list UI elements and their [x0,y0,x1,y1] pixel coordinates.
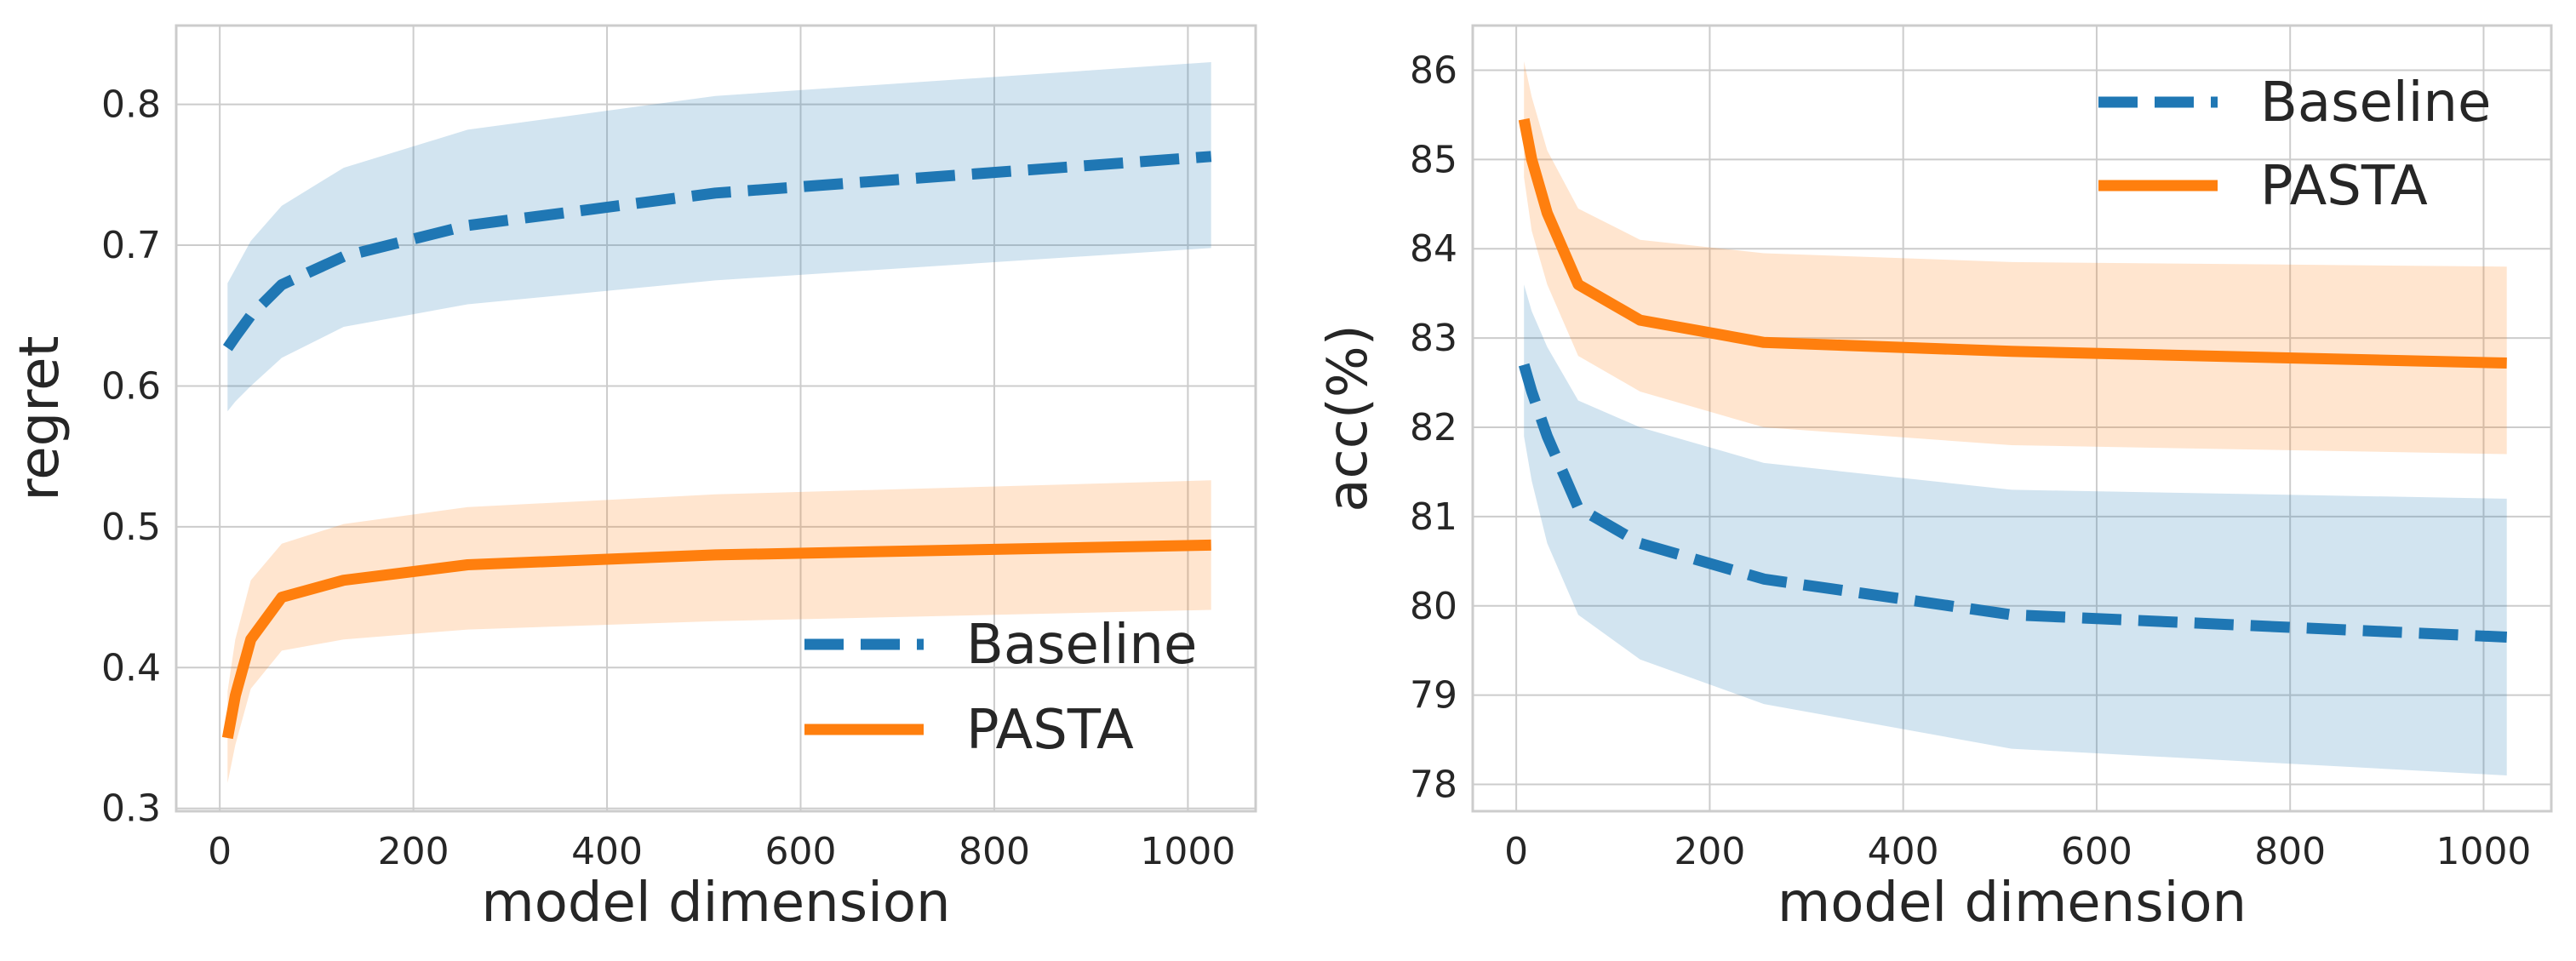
y-tick-label: 0.8 [101,83,161,127]
y-tick-label: 78 [1410,764,1457,807]
legend-label-pasta: PASTA [2260,155,2428,218]
pasta-line [1518,117,2507,369]
pasta-line [221,539,1211,740]
x-tick-label: 200 [1674,830,1745,873]
x-axis-label: model dimension [481,872,950,935]
y-tick-label: 79 [1410,674,1457,718]
chart-panel-1: 0 200 400 600 800 1000 0.3 0.4 0.5 0.6 0.7 0.8 model… [9,24,1257,935]
x-tick-label: 1000 [1140,830,1235,873]
y-tick-label: 0.5 [101,506,161,549]
y-tick-label: 0.6 [101,364,161,408]
plot-frame [1471,24,2553,813]
y-tick-label: 86 [1410,49,1457,92]
legend-label-baseline: Baseline [2260,72,2491,134]
y-tick-label: 83 [1410,317,1457,360]
pasta-confidence-band [227,480,1211,783]
x-tick-label: 600 [765,830,837,873]
baseline-line [1518,363,2507,643]
y-tick-label: 0.3 [101,787,161,831]
x-tick-label: 400 [571,830,643,873]
y-axis-label: regret [9,335,72,501]
y-tick-label: 81 [1410,495,1457,539]
baseline-confidence-band [227,62,1211,412]
x-tick-label: 600 [2061,830,2132,873]
x-axis-label: model dimension [1777,872,2247,935]
y-tick-label: 82 [1410,406,1457,449]
y-tick-label: 84 [1410,227,1457,271]
baseline-confidence-band [1524,284,2507,775]
y-axis-label: acc(%) [1317,324,1380,512]
x-tick-label: 800 [959,830,1030,873]
legend: Baseline PASTA [804,614,1197,762]
y-tick-label: 0.4 [101,646,161,689]
chart-panel-2: 0 200 400 600 800 1000 78 79 80 81 82 83 84 85 86 model… [1317,24,2553,935]
plot-frame [175,24,1257,813]
y-tick-label: 80 [1410,585,1457,628]
y-tick-label: 85 [1410,138,1457,181]
legend: Baseline PASTA [2098,72,2491,218]
baseline-line [222,151,1212,352]
legend-label-baseline: Baseline [966,614,1197,677]
x-tick-label: 0 [208,830,232,873]
x-tick-label: 400 [1868,830,1939,873]
legend-label-pasta: PASTA [966,699,1134,762]
y-tick-label: 0.7 [101,224,161,267]
x-tick-label: 200 [378,830,449,873]
x-tick-label: 1000 [2436,830,2531,873]
x-tick-label: 800 [2254,830,2326,873]
x-tick-label: 0 [1504,830,1528,873]
